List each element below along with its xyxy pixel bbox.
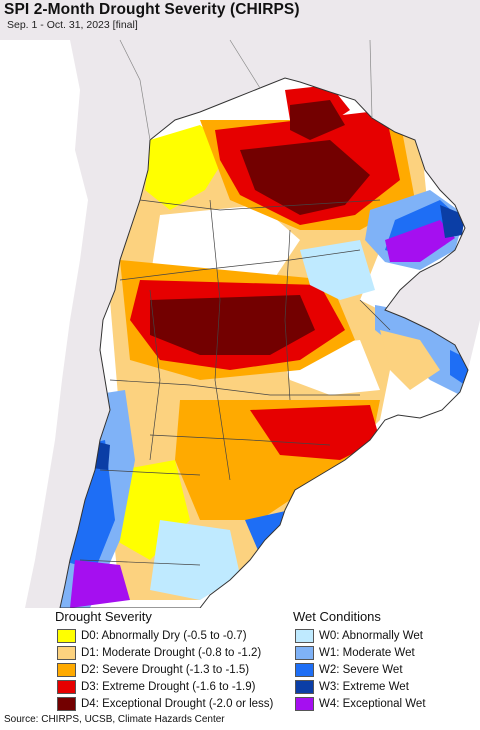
legend-item-w4: W4: Exceptional Wet xyxy=(295,695,426,712)
legend-item-w0: W0: Abnormally Wet xyxy=(295,627,426,644)
legend-label-d3: D3: Extreme Drought (-1.6 to -1.9) xyxy=(81,680,256,693)
legend-label-w3: W3: Extreme Wet xyxy=(319,680,409,693)
outside-boundaries xyxy=(119,39,373,141)
legend-swatch-w4 xyxy=(295,696,314,711)
legend-swatch-d4 xyxy=(57,696,76,711)
boundaries xyxy=(79,199,391,566)
drought-legend: D0: Abnormally Dry (-0.5 to -0.7) D1: Mo… xyxy=(57,627,273,712)
legend-label-w1: W1: Moderate Wet xyxy=(319,646,415,659)
legend-swatch-d3 xyxy=(57,679,76,694)
legend-swatch-d1 xyxy=(57,645,76,660)
legend-label-d1: D1: Moderate Drought (-0.8 to -1.2) xyxy=(81,646,262,659)
legend-item-d3: D3: Extreme Drought (-1.6 to -1.9) xyxy=(57,678,273,695)
legend-item-d2: D2: Severe Drought (-1.3 to -1.5) xyxy=(57,661,273,678)
legend-swatch-w0 xyxy=(295,628,314,643)
ocean-east xyxy=(200,320,480,608)
legend-item-w2: W2: Severe Wet xyxy=(295,661,426,678)
legend-item-d0: D0: Abnormally Dry (-0.5 to -0.7) xyxy=(57,627,273,644)
legend-label-d2: D2: Severe Drought (-1.3 to -1.5) xyxy=(81,663,250,676)
legend-label-w4: W4: Exceptional Wet xyxy=(319,697,426,710)
ocean-west xyxy=(0,40,88,608)
wet-legend: W0: Abnormally Wet W1: Moderate Wet W2: … xyxy=(295,627,426,712)
legend-item-d1: D1: Moderate Drought (-0.8 to -1.2) xyxy=(57,644,273,661)
wet-legend-heading: Wet Conditions xyxy=(293,609,381,624)
drought-shading xyxy=(60,85,468,608)
legend-swatch-w1 xyxy=(295,645,314,660)
legend-item-w3: W3: Extreme Wet xyxy=(295,678,426,695)
legend-swatch-d0 xyxy=(57,628,76,643)
legend-swatch-w2 xyxy=(295,662,314,677)
legend-label-d4: D4: Exceptional Drought (-2.0 or less) xyxy=(81,697,274,710)
map-subtitle: Sep. 1 - Oct. 31, 2023 [final] xyxy=(7,19,138,31)
legend-item-d4: D4: Exceptional Drought (-2.0 or less) xyxy=(57,695,273,712)
legend-item-w1: W1: Moderate Wet xyxy=(295,644,426,661)
drought-map xyxy=(0,0,480,608)
map-title: SPI 2-Month Drought Severity (CHIRPS) xyxy=(4,1,300,18)
legend-swatch-w3 xyxy=(295,679,314,694)
drought-legend-heading: Drought Severity xyxy=(55,609,152,624)
legend-label-w2: W2: Severe Wet xyxy=(319,663,403,676)
map-canvas xyxy=(0,0,480,608)
source-credit: Source: CHIRPS, UCSB, Climate Hazards Ce… xyxy=(4,714,225,725)
legend-swatch-d2 xyxy=(57,662,76,677)
legend-label-d0: D0: Abnormally Dry (-0.5 to -0.7) xyxy=(81,629,247,642)
legend-label-w0: W0: Abnormally Wet xyxy=(319,629,423,642)
